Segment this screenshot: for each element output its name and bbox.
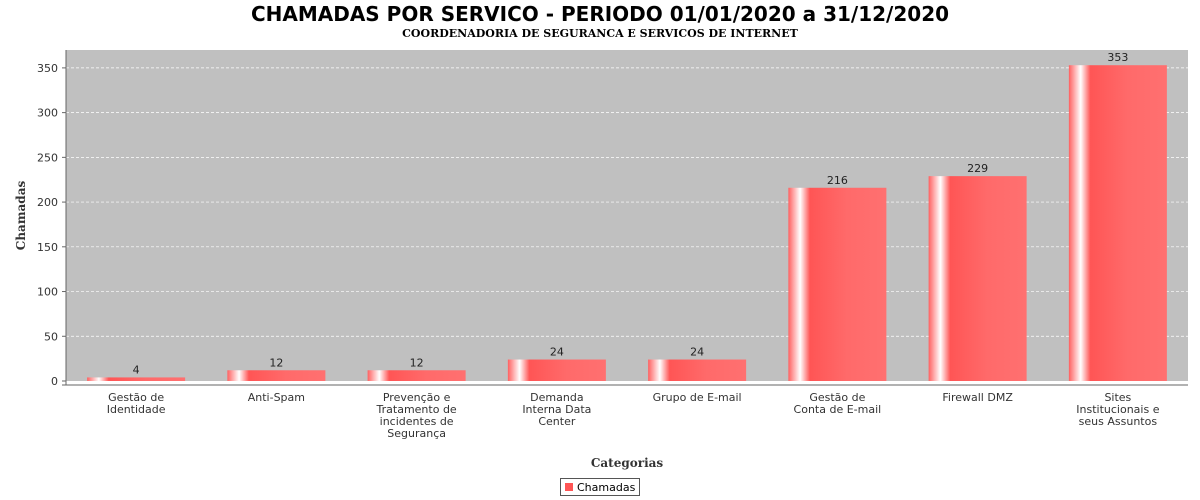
bar	[788, 187, 887, 381]
data-label: 24	[690, 346, 704, 359]
x-tick-label: Firewall DMZ	[942, 391, 1013, 404]
x-tick-label: Gestão de Identidade	[107, 391, 166, 416]
x-tick-label: Gestão de Conta de E-mail	[794, 391, 882, 416]
data-label: 216	[827, 174, 848, 187]
y-tick-label: 350	[37, 62, 58, 75]
y-axis-title: Chamadas	[14, 181, 28, 251]
data-label: 229	[967, 162, 988, 175]
data-label: 353	[1107, 51, 1128, 64]
chart-subtitle: COORDENADORIA DE SEGURANCA E SERVICOS DE…	[402, 27, 798, 40]
data-label: 24	[550, 346, 564, 359]
data-label: 12	[269, 356, 283, 369]
x-tick-label: Prevenção e Tratamento de incidentes de Seg…	[376, 391, 457, 440]
legend-swatch	[565, 483, 573, 491]
y-tick-label: 100	[37, 286, 58, 299]
x-tick-label: Grupo de E-mail	[653, 391, 742, 404]
data-label: 4	[133, 363, 140, 376]
y-tick-label: 300	[37, 107, 58, 120]
y-tick-label: 150	[37, 241, 58, 254]
bar	[928, 176, 1027, 381]
y-tick-label: 200	[37, 196, 58, 209]
x-tick-label: Demanda Interna Data Center	[522, 391, 591, 428]
x-tick-label: Sites Institucionais e seus Assuntos	[1076, 391, 1159, 428]
chart-legend: Chamadas	[560, 478, 641, 496]
legend-label: Chamadas	[577, 480, 636, 494]
bar	[507, 359, 606, 381]
bar	[227, 370, 326, 381]
x-tick-label: Anti-Spam	[248, 391, 305, 404]
bar	[87, 377, 186, 381]
x-axis-title: Categorias	[591, 456, 664, 470]
bar	[648, 359, 747, 381]
y-tick-label: 250	[37, 151, 58, 164]
data-label: 12	[410, 356, 424, 369]
chart-title: CHAMADAS POR SERVICO - PERIODO 01/01/202…	[250, 2, 950, 26]
y-tick-label: 0	[51, 375, 58, 388]
bar	[1068, 65, 1167, 382]
bar	[367, 370, 466, 381]
y-tick-label: 50	[44, 330, 58, 343]
